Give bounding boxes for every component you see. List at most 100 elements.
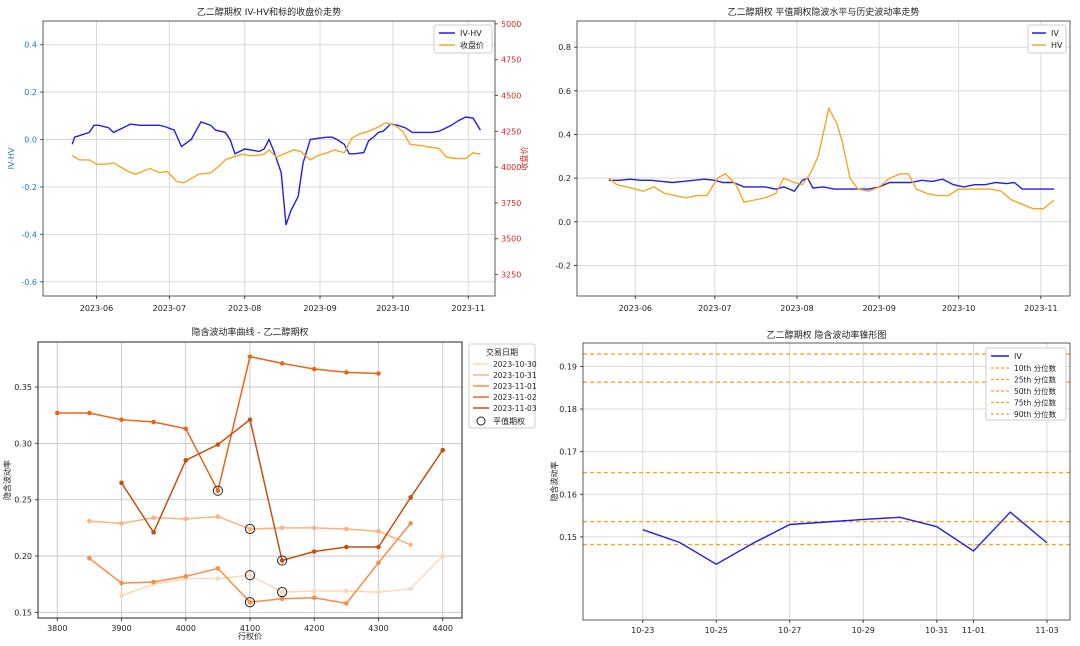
y-tick-label: 0.30	[14, 439, 32, 448]
legend: IV-HV 收盘价	[433, 24, 493, 54]
data-point	[311, 595, 317, 601]
data-point	[376, 371, 381, 376]
y-tick-label: 0.15	[559, 533, 577, 542]
y-tick-label: 0.35	[14, 383, 32, 392]
x-tick-label: 10-25	[705, 626, 728, 635]
series-line	[608, 106, 1055, 210]
legend-label: HV	[1051, 41, 1063, 50]
data-point	[183, 426, 189, 432]
x-tick-label: 2023-06	[80, 304, 113, 313]
x-tick-label: 2023-07	[153, 304, 186, 313]
data-point	[183, 574, 189, 579]
x-tick-label: 11-01	[962, 626, 985, 635]
data-point	[376, 560, 381, 566]
legend-box	[433, 24, 493, 54]
series-line	[71, 121, 481, 184]
chart-atm-iv-hv: 2023-06 2023-07 2023-08 2023-09 2023-10 2023-…	[555, 6, 1071, 313]
x-tick-label: 4000	[176, 624, 196, 633]
data-point	[183, 457, 189, 463]
x-tick-label: 10-23	[631, 626, 654, 635]
y-right-tick-label: 4250	[501, 127, 521, 136]
atm-marker	[244, 570, 256, 581]
data-point	[183, 516, 189, 522]
y-tick-label: 0.17	[559, 448, 577, 457]
data-point	[408, 586, 413, 592]
data-point	[87, 410, 92, 416]
atm-marker	[212, 485, 223, 496]
series-line	[71, 116, 481, 226]
data-point	[215, 566, 221, 571]
data-point	[440, 553, 446, 559]
y-tick-label: 0.0	[24, 136, 37, 145]
data-point	[440, 447, 446, 453]
legend-box	[468, 343, 536, 429]
data-point	[215, 514, 221, 519]
y-tick-label: 0.4	[558, 130, 571, 139]
y-tick-label: 0.8	[558, 43, 571, 52]
chart-title: 乙二醇期权 IV-HV和标的收盘价走势	[197, 6, 341, 18]
y-tick-label: -0.6	[21, 278, 37, 287]
y-right-tick-label: 5000	[501, 20, 521, 29]
data-point	[376, 544, 381, 550]
legend-label: IV	[1014, 352, 1022, 361]
x-tick-label: 2023-11	[452, 304, 485, 313]
y-tick-label: 0.18	[559, 405, 577, 414]
legend-atm-swatch	[476, 416, 486, 426]
data-point	[247, 526, 253, 532]
data-point	[151, 579, 156, 585]
x-tick-label: 2023-11	[1024, 304, 1057, 313]
chart-iv-hv-close: 2023-06 2023-07 2023-08 2023-09 2023-10 2023-…	[7, 6, 529, 313]
data-point	[151, 419, 156, 425]
atm-marker	[244, 597, 256, 608]
x-tick-label: 2023-08	[228, 304, 261, 313]
data-point	[279, 558, 285, 563]
x-tick-label: 10-27	[778, 626, 801, 635]
data-point	[215, 442, 221, 447]
data-point	[311, 366, 317, 372]
y-axis-label: 隐含波动率	[549, 462, 559, 502]
data-point	[311, 525, 317, 531]
data-point	[151, 530, 156, 535]
legend-label: 25th 分位数	[1014, 375, 1057, 385]
y-tick-label: 0.20	[14, 552, 32, 561]
legend-label: 2023-11-02	[493, 393, 537, 402]
chart-title: 乙二醇期权 隐含波动率锥形图	[767, 329, 887, 341]
x-tick-label: 4300	[368, 624, 388, 633]
data-point	[247, 599, 253, 605]
data-point	[408, 495, 413, 500]
legend-label: 2023-11-01	[493, 382, 537, 391]
plot-frame	[42, 20, 496, 297]
data-point	[151, 515, 156, 521]
data-point	[247, 354, 253, 359]
atm-marker	[277, 555, 288, 566]
x-tick-label: 2023-06	[619, 304, 652, 313]
x-tick-label: 2023-10	[376, 304, 409, 313]
plot-frame	[582, 342, 1071, 621]
plot-frame	[37, 341, 463, 619]
data-point	[119, 580, 124, 586]
x-tick-label: 4200	[304, 624, 324, 633]
data-point	[344, 526, 349, 532]
chart-title: 乙二醇期权 平值期权隐波水平与历史波动率走势	[728, 6, 920, 18]
legend-label: 10th 分位数	[1014, 363, 1057, 373]
y-tick-label: -0.2	[555, 261, 571, 270]
y-tick-label: 0.19	[559, 362, 577, 371]
data-point	[408, 521, 413, 526]
data-point	[344, 370, 349, 375]
x-tick-label: 2023-08	[780, 304, 813, 313]
data-point	[215, 488, 221, 494]
x-tick-label: 2023-10	[942, 304, 975, 313]
x-tick-label: 3800	[47, 624, 67, 633]
data-point	[376, 528, 381, 534]
y-tick-label: -0.2	[21, 183, 37, 192]
data-point	[344, 544, 349, 550]
data-point	[376, 589, 381, 595]
data-point	[54, 410, 60, 416]
x-tick-label: 2023-07	[698, 304, 731, 313]
data-point	[87, 518, 92, 524]
chart-title: 隐含波动率曲线 - 乙二醇期权	[192, 326, 309, 338]
data-point	[119, 593, 124, 598]
data-point	[311, 549, 317, 554]
y-right-tick-label: 3500	[501, 235, 521, 244]
legend-label: 平值期权	[493, 416, 525, 426]
